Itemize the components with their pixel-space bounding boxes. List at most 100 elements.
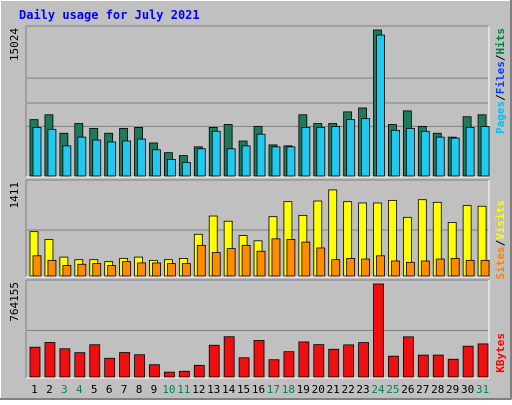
day-label-17: 17 <box>267 383 280 396</box>
day-label-20: 20 <box>312 383 325 396</box>
day-label-28: 28 <box>431 383 444 396</box>
bar-kbytes-day-17 <box>268 359 280 378</box>
legend-visits-sites-part-2: Visits <box>494 200 507 240</box>
bar-sites-day-28 <box>435 258 445 277</box>
day-label-26: 26 <box>401 383 414 396</box>
bar-sites-day-18 <box>286 239 296 277</box>
bar-sites-day-30 <box>465 259 475 277</box>
bar-sites-day-19 <box>301 241 311 277</box>
bar-kbytes-day-10 <box>164 371 175 378</box>
legend-visits-sites-part-0: Sites <box>494 246 507 279</box>
day-label-21: 21 <box>327 383 340 396</box>
bar-pages-day-15 <box>241 145 251 177</box>
bar-kbytes-day-28 <box>432 354 444 378</box>
day-label-22: 22 <box>341 383 354 396</box>
bar-kbytes-day-24 <box>373 283 384 378</box>
bar-kbytes-day-16 <box>253 340 265 378</box>
bar-kbytes-day-14 <box>223 336 235 378</box>
bar-sites-day-4 <box>77 263 87 277</box>
day-label-13: 13 <box>207 383 220 396</box>
day-label-11: 11 <box>177 383 190 396</box>
bar-sites-day-10 <box>167 263 176 277</box>
bar-pages-day-14 <box>226 148 236 177</box>
bar-kbytes-day-7 <box>119 352 131 378</box>
bar-kbytes-day-20 <box>313 344 325 378</box>
legend-hits-files-pages-part-0: Pages <box>494 101 507 134</box>
bar-sites-day-12 <box>196 244 206 277</box>
bar-kbytes-day-31 <box>477 343 489 378</box>
bar-sites-day-21 <box>331 259 341 277</box>
bar-kbytes-day-9 <box>149 364 160 378</box>
panels: 15024 1411 764155 <box>8 25 490 379</box>
bar-sites-day-24 <box>376 255 385 277</box>
bar-sites-day-20 <box>316 247 326 277</box>
day-label-24: 24 <box>371 383 385 396</box>
panel-visits_sites-ymax-label: 1411 <box>8 182 21 209</box>
bar-pages-day-12 <box>196 148 206 177</box>
day-label-23: 23 <box>356 383 369 396</box>
bar-pages-day-4 <box>77 136 87 177</box>
day-label-7: 7 <box>121 383 128 396</box>
day-label-6: 6 <box>106 383 113 396</box>
bar-pages-day-3 <box>62 145 72 177</box>
bar-sites-day-1 <box>32 255 42 277</box>
bar-kbytes-day-22 <box>343 344 355 378</box>
bar-pages-day-30 <box>465 127 475 177</box>
bar-pages-day-27 <box>420 130 430 177</box>
bar-sites-day-31 <box>480 259 490 277</box>
bar-pages-day-5 <box>92 139 102 177</box>
bar-kbytes-day-27 <box>417 354 429 378</box>
bar-sites-day-8 <box>137 262 146 277</box>
bar-pages-day-16 <box>256 133 266 177</box>
bar-kbytes-day-12 <box>193 364 205 378</box>
day-label-16: 16 <box>252 383 265 396</box>
bar-kbytes-day-1 <box>29 346 41 378</box>
bar-kbytes-day-25 <box>388 355 399 378</box>
bar-kbytes-day-26 <box>402 336 414 378</box>
bar-pages-day-17 <box>271 146 281 177</box>
bar-kbytes-day-6 <box>104 357 116 378</box>
legend-hits-files-pages-part-2: Files <box>494 61 507 94</box>
day-label-4: 4 <box>76 383 83 396</box>
bar-kbytes-day-15 <box>238 357 250 378</box>
legend-hits-files-pages-part-1: / <box>494 94 507 101</box>
bar-kbytes-day-8 <box>134 354 145 378</box>
day-label-31: 31 <box>476 383 489 396</box>
bar-sites-day-3 <box>62 265 72 277</box>
bar-kbytes-day-11 <box>178 370 190 378</box>
bar-kbytes-day-30 <box>462 345 474 378</box>
legend-visits-sites: Sites/Visits <box>494 200 507 280</box>
day-axis-labels: 1 2 3 4 5 6 7 8 9 10 11 12 13 14 15 16 17 18 19 20 21 22 23 24 2… <box>31 383 489 396</box>
bar-sites-day-15 <box>241 244 251 277</box>
bar-sites-day-26 <box>405 261 415 277</box>
panel-hits_files_pages-ymax-label: 15024 <box>8 28 21 61</box>
bar-sites-day-9 <box>152 262 161 277</box>
legend-hits-files-pages-part-4: Hits <box>494 28 507 55</box>
bar-kbytes-day-4 <box>74 352 86 378</box>
day-label-3: 3 <box>61 383 68 396</box>
bar-pages-day-11 <box>181 161 191 177</box>
bar-pages-day-21 <box>331 126 341 177</box>
bar-kbytes-day-3 <box>59 348 71 378</box>
day-label-30: 30 <box>461 383 474 396</box>
legend-visits-sites-part-1: / <box>494 239 507 246</box>
bar-sites-day-14 <box>226 248 236 277</box>
legend-kbytes-part-0: KBytes <box>494 333 507 373</box>
bar-kbytes-day-5 <box>89 344 101 378</box>
day-label-27: 27 <box>416 383 429 396</box>
bar-pages-day-1 <box>32 127 42 177</box>
bar-pages-day-28 <box>435 136 445 177</box>
day-label-29: 29 <box>446 383 459 396</box>
bar-kbytes-day-19 <box>298 341 310 378</box>
bar-kbytes-day-23 <box>358 342 369 378</box>
day-label-19: 19 <box>297 383 310 396</box>
chart-title: Daily usage for July 2021 <box>19 8 200 22</box>
bar-pages-day-10 <box>167 159 176 177</box>
bar-pages-day-20 <box>316 127 326 177</box>
bar-kbytes-day-29 <box>447 358 459 378</box>
legend-kbytes: KBytes <box>494 333 507 373</box>
bar-pages-day-13 <box>211 130 221 177</box>
bar-sites-day-11 <box>181 263 191 277</box>
